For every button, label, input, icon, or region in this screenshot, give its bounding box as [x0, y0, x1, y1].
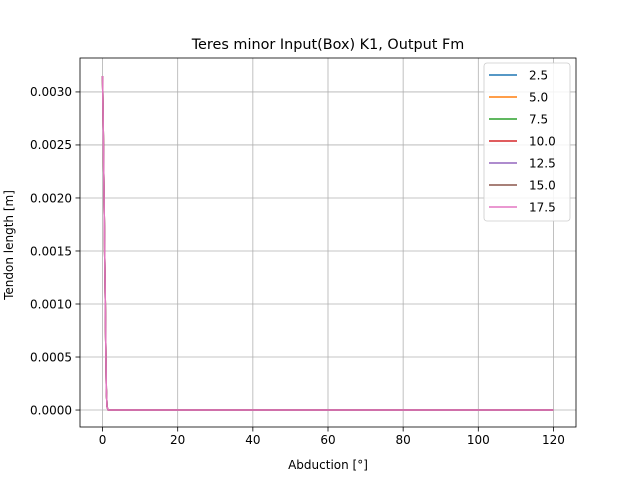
- x-tick-label: 60: [320, 433, 335, 447]
- x-tick-label: 80: [396, 433, 411, 447]
- x-tick-label: 0: [99, 433, 107, 447]
- y-tick-label: 0.0015: [30, 244, 72, 258]
- x-axis-ticks: 0 20 40 60 80 100 120: [99, 427, 565, 447]
- series-line: [101, 76, 554, 411]
- y-tick-label: 0.0000: [30, 403, 72, 417]
- legend-label: 17.5: [529, 200, 556, 214]
- legend-box: [483, 62, 571, 222]
- series-lines: [101, 76, 554, 411]
- chart-title: Teres minor Input(Box) K1, Output Fm: [191, 37, 465, 53]
- legend-label: 10.0: [529, 134, 556, 148]
- y-axis-label: Tendon length [m]: [2, 190, 16, 301]
- y-tick-label: 0.0020: [30, 191, 72, 205]
- x-tick-label: 100: [467, 433, 490, 447]
- x-tick-label: 40: [245, 433, 260, 447]
- legend-label: 2.5: [529, 68, 548, 82]
- x-tick-label: 20: [170, 433, 185, 447]
- y-axis-ticks: 0.0000 0.0005 0.0010 0.0015 0.0020 0.0025 0.00…: [30, 85, 80, 417]
- x-axis-label: Abduction [°]: [288, 458, 368, 472]
- legend-label: 5.0: [529, 90, 548, 104]
- y-tick-label: 0.0005: [30, 350, 72, 364]
- legend-label: 7.5: [529, 112, 548, 126]
- y-tick-label: 0.0030: [30, 85, 72, 99]
- legend: 2.5 5.0 7.5 10.0 12.5 15.0 17.5: [483, 62, 571, 222]
- y-tick-label: 0.0010: [30, 297, 72, 311]
- x-tick-label: 120: [542, 433, 565, 447]
- legend-label: 15.0: [529, 178, 556, 192]
- y-tick-label: 0.0025: [30, 138, 72, 152]
- legend-label: 12.5: [529, 156, 556, 170]
